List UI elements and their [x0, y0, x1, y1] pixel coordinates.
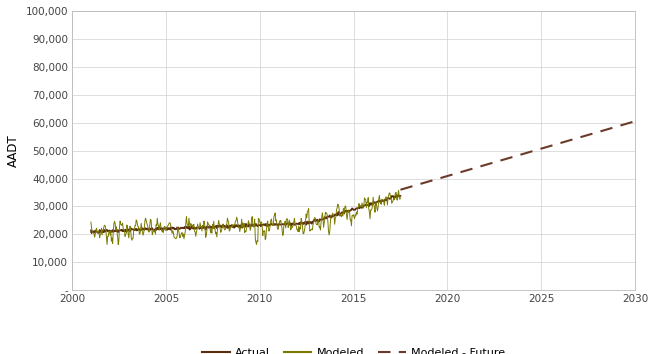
Modeled - Future — [500, 157, 508, 161]
Modeled — [103, 242, 111, 247]
Line: Modeled: Modeled — [91, 190, 400, 245]
Line: Actual: Actual — [91, 195, 400, 233]
Modeled - Future — [539, 146, 547, 150]
Actual — [234, 223, 242, 227]
Modeled - Future — [557, 141, 565, 145]
Actual — [87, 228, 95, 233]
Y-axis label: AADT: AADT — [7, 134, 20, 167]
Modeled - Future — [548, 143, 555, 148]
Modeled — [395, 188, 403, 193]
Actual — [88, 231, 96, 235]
Modeled — [396, 196, 404, 200]
Modeled — [272, 219, 280, 223]
Modeled - Future — [605, 127, 612, 131]
Modeled — [255, 217, 263, 221]
Modeled - Future — [536, 147, 544, 151]
Modeled - Future — [396, 188, 404, 192]
Actual — [396, 194, 404, 198]
Actual — [393, 193, 401, 197]
Modeled — [236, 226, 244, 230]
Legend: Actual, Modeled, Modeled - Future: Actual, Modeled, Modeled - Future — [197, 343, 510, 354]
Line: Modeled - Future: Modeled - Future — [400, 121, 635, 190]
Actual — [390, 194, 398, 198]
Modeled - Future — [631, 119, 639, 124]
Actual — [255, 223, 263, 228]
Modeled — [341, 204, 349, 208]
Modeled — [87, 220, 95, 224]
Actual — [272, 223, 280, 227]
Modeled — [234, 226, 242, 230]
Modeled — [390, 196, 398, 200]
Actual — [236, 225, 244, 229]
Actual — [341, 209, 349, 213]
